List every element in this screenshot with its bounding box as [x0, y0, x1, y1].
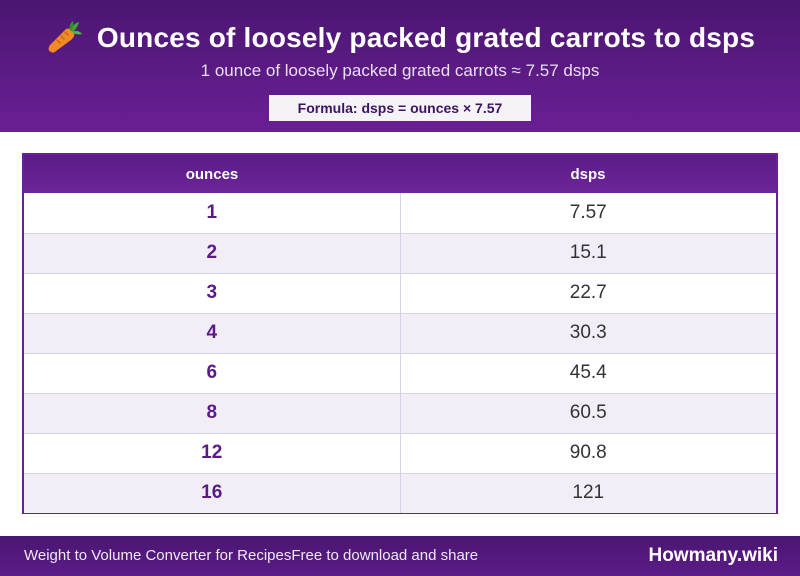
header-banner: Ounces of loosely packed grated carrots …: [0, 0, 800, 132]
cell-ounces: 3: [24, 273, 401, 314]
cell-dsps: 30.3: [400, 313, 776, 354]
cell-ounces: 2: [24, 233, 401, 274]
cell-dsps: 121: [572, 482, 605, 504]
table-row: 1 7.57: [24, 193, 776, 234]
table-row: 3 22.7: [24, 273, 776, 314]
column-header-ounces: ounces: [185, 165, 239, 183]
conversion-table: ounces dsps 1 7.57 2 15.1 3 22.7 4: [24, 155, 776, 513]
table-header-row: ounces dsps: [24, 155, 776, 193]
footer-app-name: Weight to Volume Converter for Recipes: [24, 547, 292, 564]
carrot-icon: [45, 21, 83, 55]
page-subtitle: 1 ounce of loosely packed grated carrots…: [200, 61, 600, 80]
table-row: 4 30.3: [24, 313, 776, 354]
cell-dsps: 22.7: [400, 273, 776, 314]
footer-tagline: Free to download and share: [291, 547, 479, 564]
page-title: Ounces of loosely packed grated carrots …: [96, 22, 756, 53]
footer-bar: Weight to Volume Converter for RecipesFr…: [0, 536, 800, 576]
cell-ounces: 6: [24, 353, 401, 394]
cell-ounces: 8: [24, 393, 401, 434]
brand-logo-text[interactable]: Howmany.wiki: [648, 545, 778, 566]
table-row: 16 121: [24, 473, 776, 513]
footer-caption: Weight to Volume Converter for RecipesFr…: [24, 536, 478, 576]
column-header-dsps: dsps: [570, 165, 606, 183]
cell-dsps: 45.4: [400, 353, 776, 394]
title-row: Ounces of loosely packed grated carrots …: [0, 18, 800, 58]
cell-dsps: 7.57: [400, 193, 776, 234]
cell-dsps: 90.8: [400, 433, 776, 474]
cell-ounces: 4: [24, 313, 401, 354]
cell-dsps: 15.1: [400, 233, 776, 274]
table-row: 2 15.1: [24, 233, 776, 274]
cell-ounces: 12: [24, 433, 401, 474]
cell-dsps: 60.5: [400, 393, 776, 434]
cell-ounces: 16: [24, 473, 401, 513]
formula-badge: Formula: dsps = ounces × 7.57: [269, 95, 531, 121]
table-row: 6 45.4: [24, 353, 776, 394]
table-row: 8 60.5: [24, 393, 776, 434]
conversion-table-container: ounces dsps 1 7.57 2 15.1 3 22.7 4: [22, 153, 778, 514]
table-row: 12 90.8: [24, 433, 776, 474]
cell-ounces: 1: [24, 193, 401, 234]
